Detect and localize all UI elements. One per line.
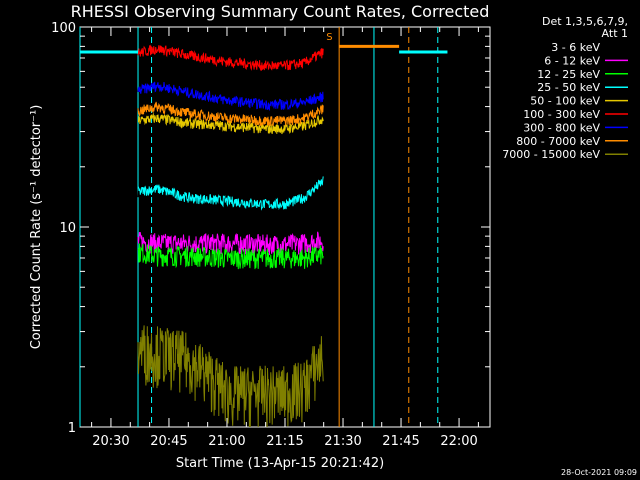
series-line <box>137 176 324 211</box>
x-axis-label: Start Time (13-Apr-15 20:21:42) <box>176 456 384 471</box>
series-line <box>137 44 324 72</box>
legend-label: 6 - 12 keV <box>544 54 600 67</box>
legend-label: 25 - 50 keV <box>537 81 600 94</box>
series-line <box>137 81 324 112</box>
legend-label: 50 - 100 keV <box>530 95 600 108</box>
series-line <box>137 112 324 135</box>
series-line <box>137 101 324 127</box>
y-tick-label: 10 <box>59 221 76 236</box>
x-tick-label: 21:15 <box>266 434 303 449</box>
series-line <box>137 243 324 270</box>
y-axis: 1 10 100 <box>51 21 490 436</box>
series-line <box>137 325 324 428</box>
x-tick-label: 20:45 <box>150 434 187 449</box>
x-tick-label: 22:00 <box>440 434 477 449</box>
plot-area <box>79 26 491 428</box>
y-axis-label: Corrected Count Rate (s⁻¹ detector⁻¹) <box>29 105 44 350</box>
legend-header-line-1: Det 1,3,5,6,7,9, <box>542 15 628 28</box>
legend-label: 3 - 6 keV <box>551 41 600 54</box>
legend-label: 300 - 800 keV <box>523 121 600 134</box>
event-lines <box>79 27 439 427</box>
generated-timestamp: 28-Oct-2021 09:09 <box>561 468 637 477</box>
legend-label: 800 - 7000 keV <box>516 135 600 148</box>
flag-bars: S <box>80 32 448 54</box>
series-layer <box>137 44 324 428</box>
y-tick-label: 1 <box>68 421 76 436</box>
legend-label: 100 - 300 keV <box>523 108 600 121</box>
x-tick-label: 21:00 <box>208 434 245 449</box>
legend-label: 7000 - 15000 keV <box>502 148 600 161</box>
legend-label: 12 - 25 keV <box>537 68 600 81</box>
legend-header-line-2: Att 1 <box>602 27 628 40</box>
series-line <box>137 231 324 256</box>
y-tick-label: 100 <box>51 21 76 36</box>
plot-frame <box>79 26 491 428</box>
x-axis: 20:30 20:45 21:00 21:15 21:30 21:45 22:00 <box>91 27 479 449</box>
x-tick-label: 21:30 <box>324 434 361 449</box>
x-tick-label: 21:45 <box>382 434 419 449</box>
x-tick-label: 20:30 <box>92 434 129 449</box>
chart-title: RHESSI Observing Summary Count Rates, Co… <box>71 2 490 21</box>
flag-annotation: S <box>326 32 332 43</box>
